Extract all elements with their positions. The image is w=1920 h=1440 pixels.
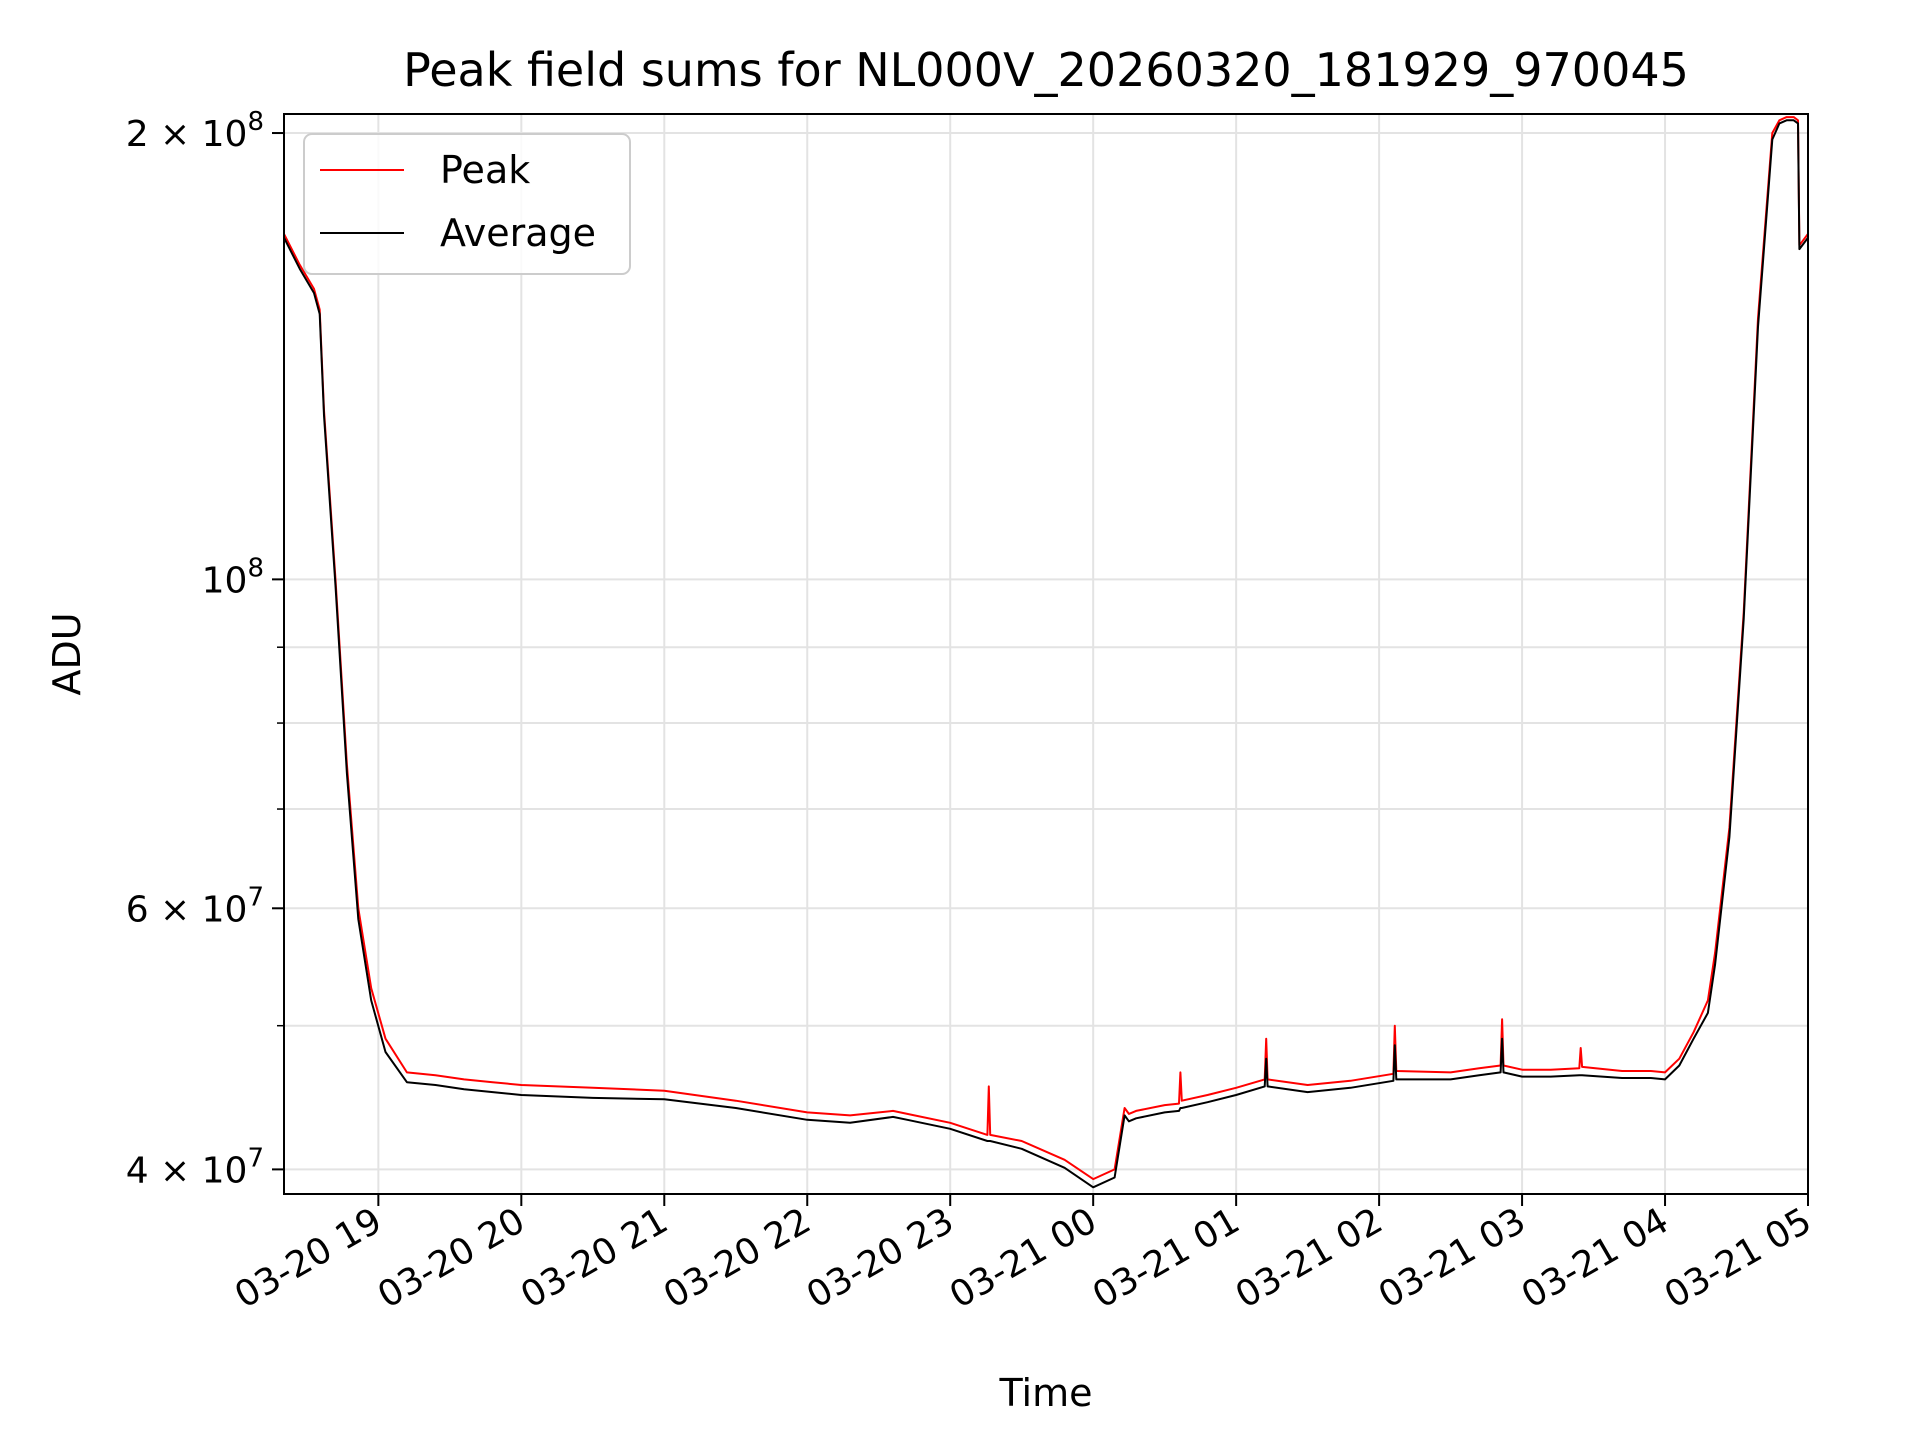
legend: Peak Average	[303, 133, 631, 275]
legend-average-label: Average	[440, 211, 596, 255]
plot-lines	[284, 116, 1808, 1189]
x-axis-label: Time	[999, 1371, 1093, 1415]
chart-title: Peak field sums for NL000V_20260320_1819…	[403, 43, 1689, 97]
legend-peak-label: Peak	[440, 148, 530, 192]
y-tick-label: 108	[202, 553, 264, 601]
series-line-peak	[284, 116, 1808, 1181]
y-tick-label: 4 × 107	[126, 1143, 264, 1191]
plot-frame	[283, 113, 1809, 1195]
series-line-average	[284, 119, 1808, 1189]
y-axis-label: ADU	[45, 612, 89, 695]
y-axis: 4 × 107 6 × 107 108 2 × 108	[126, 107, 284, 1191]
y-tick-label: 6 × 107	[126, 882, 264, 930]
y-tick-label: 2 × 108	[126, 107, 264, 155]
